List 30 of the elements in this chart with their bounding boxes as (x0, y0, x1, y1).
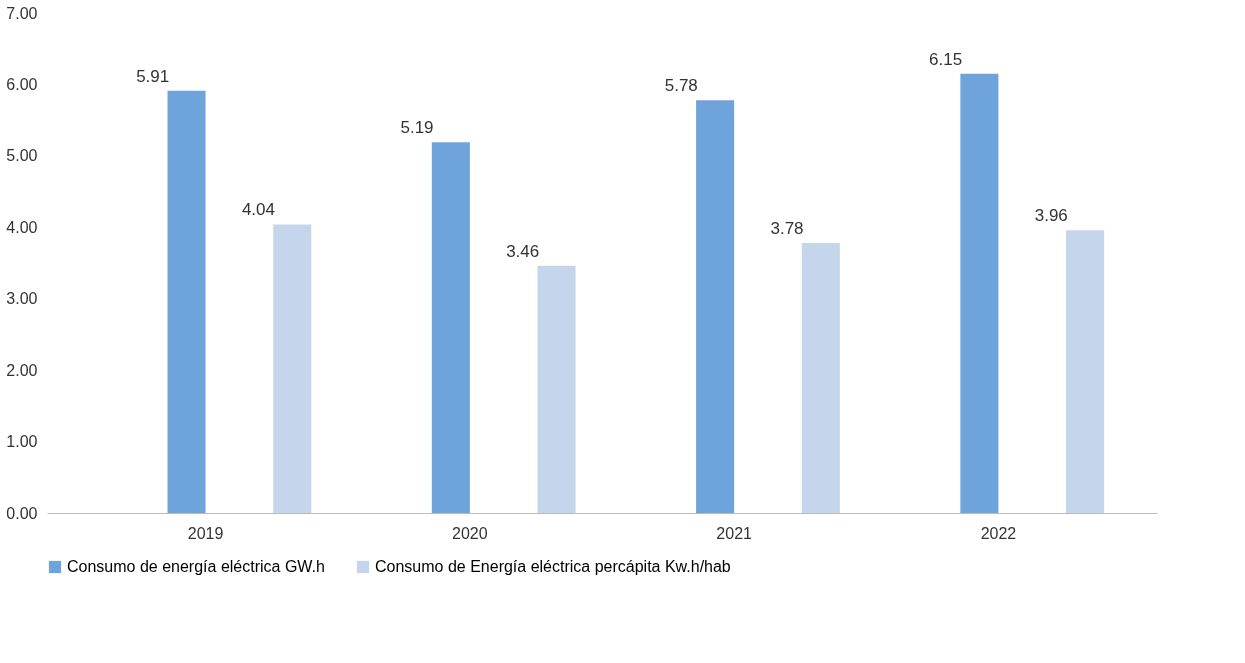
x-tick-label: 2020 (452, 524, 488, 542)
bar (273, 224, 312, 513)
y-tick-label: 5.00 (6, 147, 38, 165)
bar (431, 142, 470, 513)
data-label: 5.19 (400, 118, 434, 138)
data-label: 4.04 (241, 200, 275, 220)
bar (167, 90, 206, 513)
data-label: 5.91 (136, 66, 170, 86)
y-tick-label: 3.00 (6, 290, 38, 308)
y-tick-label: 1.00 (6, 433, 38, 451)
legend-label: Consumo de energía eléctrica GW.h (67, 558, 325, 575)
y-tick-label: 7.00 (6, 4, 38, 22)
y-tick-label: 6.00 (6, 75, 38, 93)
bar (801, 243, 840, 513)
bar (960, 73, 999, 513)
data-label: 6.15 (929, 49, 963, 69)
y-tick-label: 0.00 (6, 504, 38, 522)
x-tick-label: 2022 (980, 524, 1017, 542)
y-tick-label: 2.00 (6, 361, 38, 379)
data-label: 5.78 (664, 76, 698, 96)
x-tick-label: 2021 (716, 524, 753, 542)
data-label: 3.96 (1034, 206, 1068, 226)
y-tick-label: 4.00 (6, 218, 38, 236)
x-tick-label: 2019 (187, 524, 224, 542)
bar (696, 100, 735, 513)
legend-label: Consumo de Energía eléctrica percápita Kw.h/hab (375, 558, 731, 575)
data-label: 3.46 (506, 241, 540, 261)
bar (537, 265, 576, 513)
data-label: 3.78 (770, 219, 804, 238)
bar (1066, 230, 1105, 513)
